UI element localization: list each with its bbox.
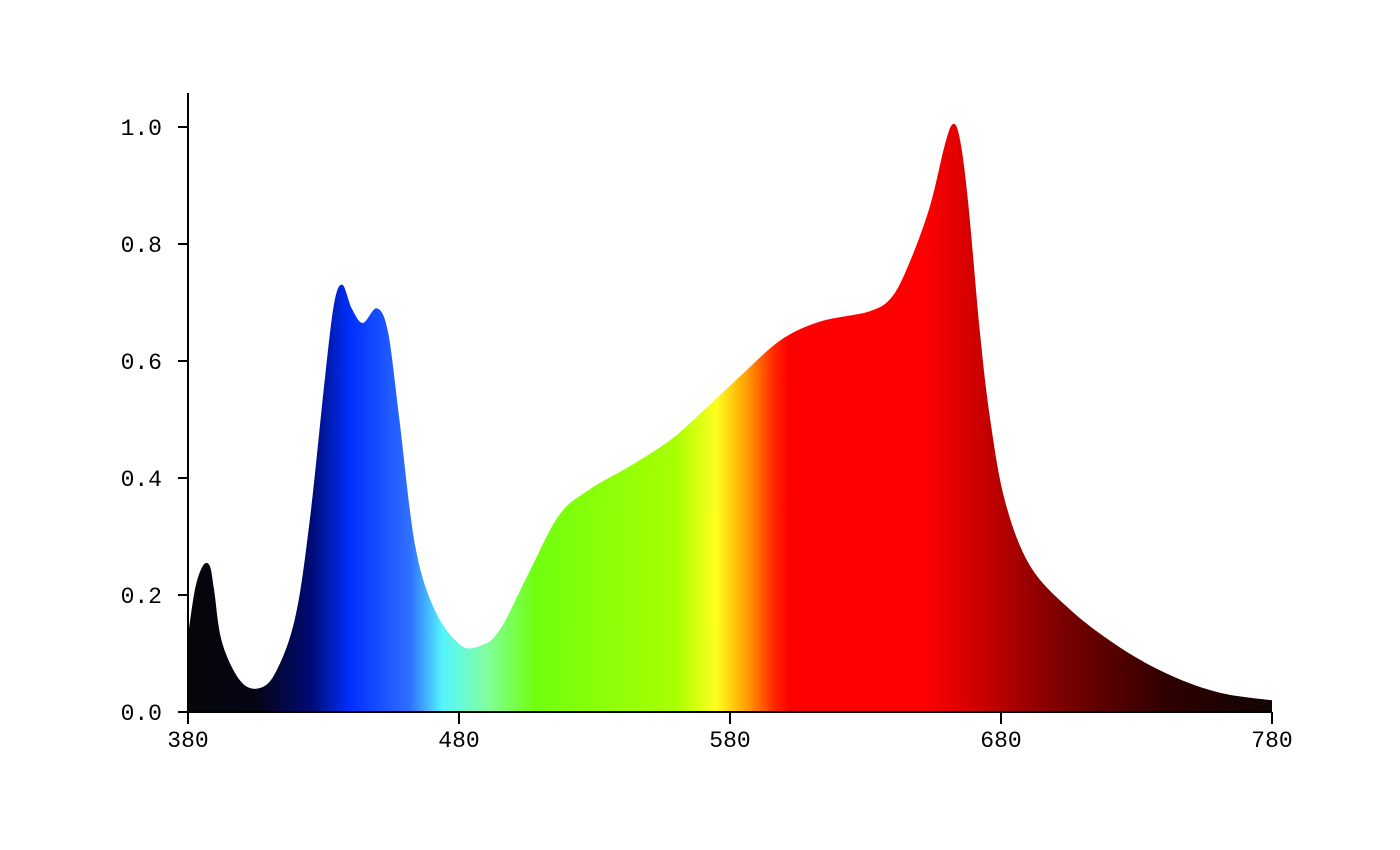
y-tick-label: 0.8 (121, 233, 162, 259)
y-tick-label: 0.4 (121, 467, 162, 493)
x-tick-label: 480 (438, 728, 479, 754)
spectrum-area (188, 123, 1272, 713)
y-tick-label: 1.0 (121, 116, 162, 142)
y-tick-label: 0.6 (121, 350, 162, 376)
y-tick-label: 0.0 (121, 701, 162, 727)
x-tick-label: 580 (709, 728, 750, 754)
x-tick-label: 380 (167, 728, 208, 754)
y-tick-label: 0.2 (121, 584, 162, 610)
x-tick-label: 680 (980, 728, 1021, 754)
x-tick-label: 780 (1251, 728, 1292, 754)
